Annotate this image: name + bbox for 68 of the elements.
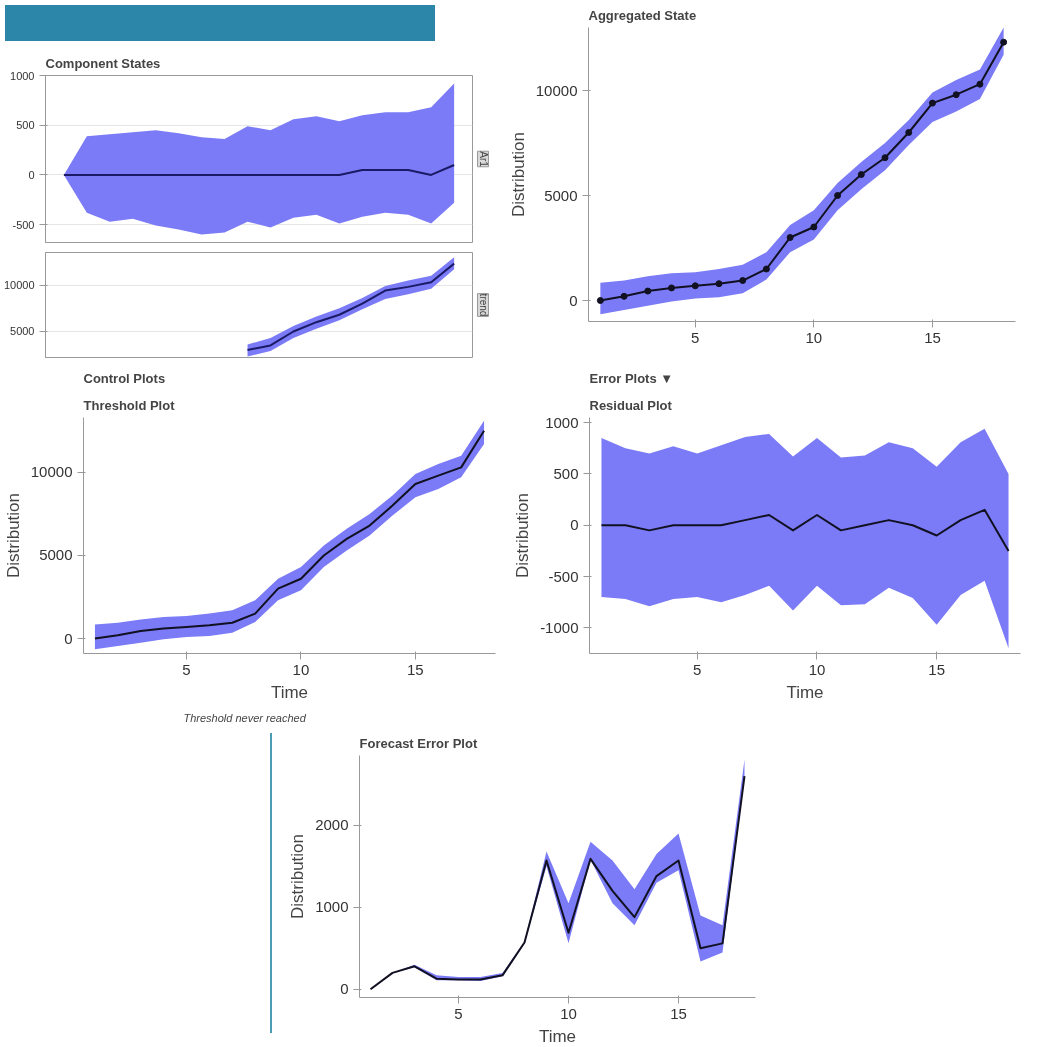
y-axis-title: Distribution <box>513 492 533 579</box>
point <box>668 284 676 292</box>
y-tick-label: 1000 <box>315 898 349 916</box>
point <box>976 80 984 88</box>
y-tick-label: 0 <box>570 516 579 534</box>
chart-title: Control Plots <box>83 370 166 386</box>
chart-title: Forecast Error Plot <box>359 735 478 751</box>
point <box>715 280 723 288</box>
x-tick-label: 5 <box>454 1004 463 1022</box>
y-tick-label: -1000 <box>540 618 579 636</box>
x-tick-label: 10 <box>805 328 823 346</box>
y-tick-label: 5000 <box>10 325 35 338</box>
y2-axis-title: trend <box>477 293 489 317</box>
y-tick-label: 0 <box>28 168 35 181</box>
x-tick-label: 10 <box>292 660 310 678</box>
x-tick-label: 15 <box>670 1004 687 1022</box>
x-tick-label: 15 <box>924 328 941 346</box>
point <box>596 297 604 304</box>
point <box>1000 38 1008 46</box>
x-tick-label: 15 <box>928 660 946 678</box>
y-tick-label: -500 <box>12 218 35 231</box>
y-axis-title: Distribution <box>3 492 23 579</box>
chart-title: Error Plots ▼ <box>589 370 674 386</box>
y-axis-title: Distribution <box>288 833 308 920</box>
x-axis-title: Time <box>270 682 309 702</box>
point <box>905 129 913 136</box>
y-tick-label: 0 <box>64 629 73 647</box>
y-tick-label: 1000 <box>545 413 579 431</box>
point <box>881 154 889 162</box>
point <box>834 192 842 199</box>
y-tick-label: 10000 <box>535 81 578 99</box>
x-tick-label: 10 <box>808 660 826 678</box>
y-tick-label: 10000 <box>30 463 73 481</box>
text: Threshold never reached <box>183 711 307 724</box>
y-tick-label: 500 <box>16 119 35 132</box>
point <box>810 223 818 231</box>
x-tick-label: 5 <box>691 328 700 346</box>
y-tick-label: -500 <box>548 567 579 585</box>
chart-subtitle: Threshold Plot <box>83 397 176 413</box>
y-tick-label: 500 <box>553 464 579 482</box>
point <box>762 265 770 273</box>
point <box>857 171 865 178</box>
point <box>952 91 960 99</box>
y-axis-title: Distribution <box>508 131 528 218</box>
x-tick-label: 5 <box>693 660 702 678</box>
chart-title: Component States <box>45 55 161 71</box>
point <box>620 292 628 300</box>
point <box>691 282 699 290</box>
y2-axis-title: Ar1 <box>477 151 489 168</box>
chart-title: Aggregated State <box>588 7 697 23</box>
point <box>644 287 652 295</box>
x-tick-label: 10 <box>560 1004 577 1022</box>
chart-subtitle: Residual Plot <box>589 397 673 413</box>
y-tick-label: 0 <box>340 980 349 998</box>
y-tick-label: 2000 <box>315 816 349 834</box>
point <box>928 99 936 107</box>
y-tick-label: 0 <box>569 291 578 309</box>
x-tick-label: 15 <box>407 660 424 678</box>
point <box>739 277 747 285</box>
x-tick-label: 5 <box>182 660 191 678</box>
x-axis-title: Time <box>538 1026 577 1046</box>
y-tick-label: 10000 <box>3 279 35 292</box>
line-series <box>600 508 1010 552</box>
y-tick-label: 5000 <box>39 546 73 564</box>
y-tick-label: 1000 <box>10 69 35 82</box>
point <box>786 234 794 241</box>
y-tick-label: 5000 <box>544 186 578 204</box>
x-axis-title: Time <box>786 682 824 702</box>
